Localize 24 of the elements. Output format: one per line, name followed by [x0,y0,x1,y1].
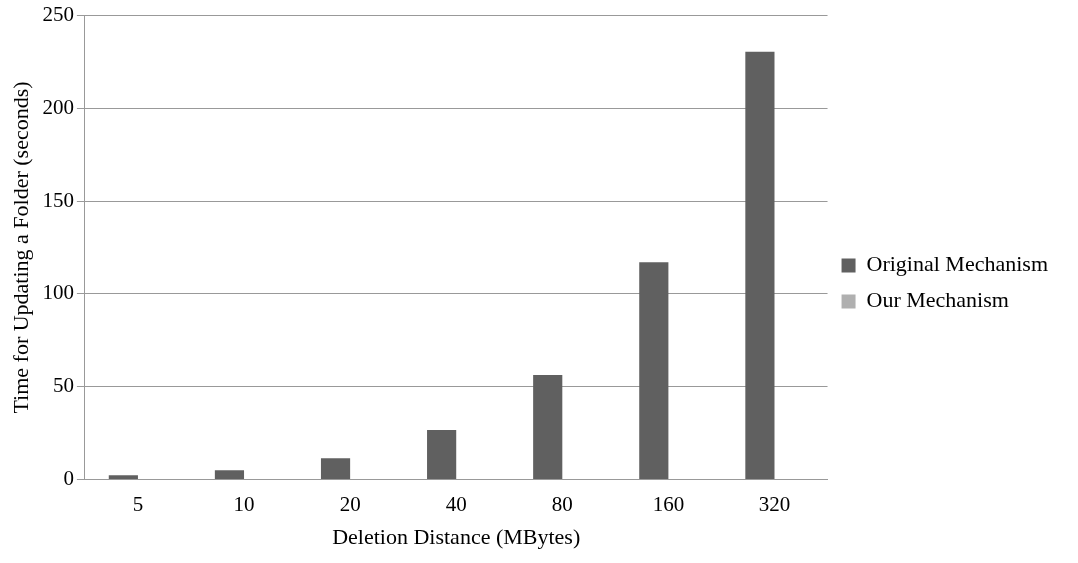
bar [214,470,245,479]
bar [427,430,457,479]
bar [745,51,775,479]
y-tick-label: 250 [42,2,74,27]
y-tick-label: 200 [42,94,74,119]
y-axis-title: Time for Updating a Folder (seconds) [7,81,33,414]
y-tick-label: 150 [42,187,74,212]
x-tick-label: 40 [445,491,467,516]
x-tick-label: 5 [132,491,144,516]
y-tick-label: 0 [63,465,74,490]
bar [320,458,351,479]
legend-label: Original Mechanism [866,251,1049,277]
y-tick-label: 50 [52,373,74,398]
x-tick-label: 320 [758,491,791,516]
legend-label: Our Mechanism [866,287,1009,313]
y-tick-label: 100 [42,280,74,305]
x-axis-title: Deletion Distance (MBytes) [332,523,581,549]
bar [639,262,669,479]
x-tick-label: 160 [652,491,685,516]
bar [108,475,138,479]
x-tick-label: 80 [551,491,573,516]
bar [533,374,563,479]
x-tick-label: 10 [233,491,255,516]
x-tick-label: 20 [339,491,361,516]
